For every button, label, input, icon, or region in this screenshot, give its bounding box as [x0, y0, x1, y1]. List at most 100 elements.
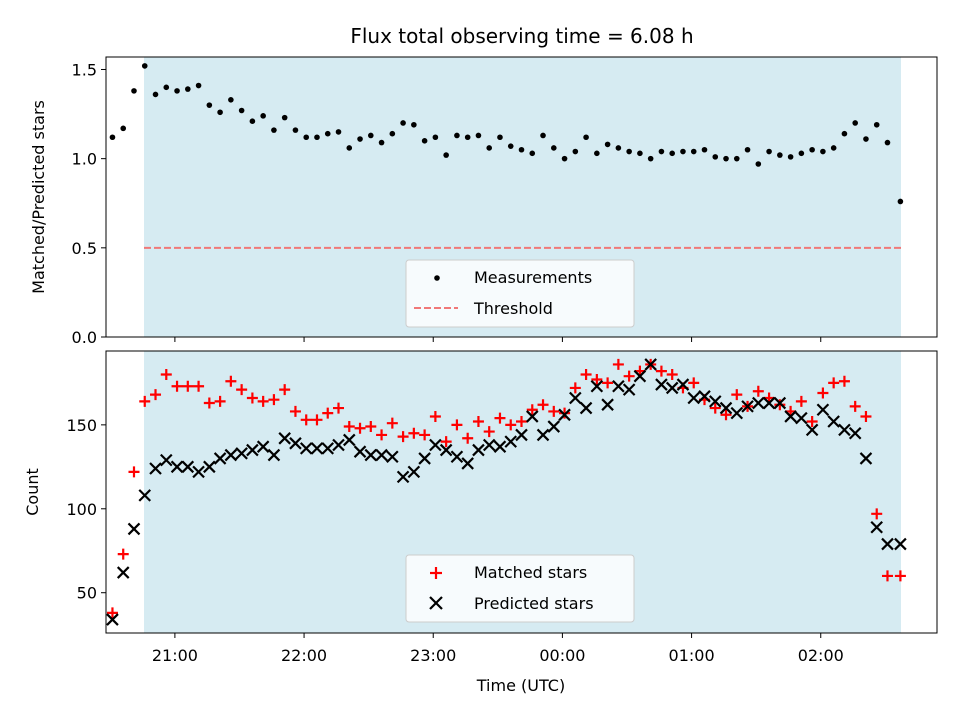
measurement-point — [195, 82, 202, 89]
measurement-point — [777, 152, 783, 158]
predicted-star-point — [224, 448, 238, 462]
predicted-star-point — [332, 438, 345, 452]
measurement-point — [798, 150, 805, 157]
measurement-point — [292, 127, 299, 133]
matched-star-point — [580, 369, 592, 380]
measurement-point — [637, 150, 643, 157]
matched-star-point — [289, 405, 301, 417]
matched-star-point — [860, 410, 872, 422]
measurement-point — [174, 88, 180, 94]
matched-star-point — [548, 405, 560, 417]
matched-star-point — [559, 407, 571, 419]
measurement-point — [518, 146, 525, 153]
predicted-star-point — [407, 465, 421, 479]
measurement-point — [615, 145, 622, 151]
matched-star-point — [688, 377, 700, 389]
predicted-star-point — [439, 443, 453, 457]
matched-star-point — [225, 375, 237, 387]
legend-predicted-label: Predicted stars — [474, 594, 594, 613]
matched-star-point — [472, 416, 484, 427]
predicted-star-point — [590, 379, 604, 393]
measurement-point — [454, 132, 460, 139]
matched-star-point — [537, 399, 549, 411]
predicted-star-point — [342, 433, 356, 447]
predicted-star-point — [170, 460, 184, 474]
top-ytick-label: 0.0 — [72, 328, 97, 347]
bottom-legend: Matched stars Predicted stars — [405, 554, 635, 623]
bottom-legend-box — [405, 554, 635, 623]
predicted-star-point — [805, 423, 819, 437]
measurement-point — [443, 152, 449, 158]
matched-star-point — [516, 416, 527, 427]
predicted-star-point — [256, 440, 270, 453]
matched-star-point — [612, 358, 624, 370]
matched-star-point — [117, 548, 129, 560]
predicted-star-point — [741, 400, 754, 413]
predicted-star-point — [558, 408, 571, 422]
matched-star-point — [817, 387, 829, 399]
predicted-star-point — [472, 443, 485, 457]
measurement-point — [368, 132, 374, 139]
measurement-point — [550, 145, 557, 151]
measurement-point — [583, 134, 589, 141]
matched-star-point — [386, 417, 398, 429]
predicted-star-point — [827, 415, 840, 428]
predicted-star-point — [894, 537, 907, 551]
predicted-star-point — [773, 396, 787, 410]
measurement-point — [658, 148, 665, 155]
measurement-point — [647, 155, 654, 162]
measurement-point — [206, 102, 213, 108]
matched-star-point — [246, 392, 258, 404]
predicted-star-point — [719, 401, 733, 415]
measurement-point — [830, 145, 837, 151]
predicted-star-point — [762, 396, 776, 410]
measurement-point — [432, 134, 439, 141]
measurement-point — [701, 146, 708, 153]
predicted-star-point — [515, 428, 528, 442]
matched-star-point — [709, 402, 721, 414]
measurement-point — [852, 120, 858, 126]
measurement-point — [400, 120, 406, 126]
measurement-point — [249, 118, 256, 125]
measurement-point — [723, 155, 729, 162]
matched-star-point — [419, 429, 431, 441]
measurement-point — [594, 150, 600, 157]
matched-star-point — [591, 374, 603, 386]
measurement-point — [346, 145, 353, 151]
measurement-point — [389, 130, 396, 137]
top-legend: Measurements Threshold — [405, 259, 635, 328]
measurement-point — [733, 155, 740, 162]
measurement-point — [464, 134, 471, 141]
matched-star-point — [160, 369, 172, 380]
predicted-star-point — [870, 520, 883, 534]
predicted-star-point — [450, 450, 464, 464]
measurement-point — [357, 136, 363, 142]
predicted-star-point — [848, 426, 862, 440]
measurement-point — [561, 155, 568, 162]
measurement-point — [486, 145, 493, 151]
measurement-point — [863, 136, 869, 142]
predicted-star-point — [784, 410, 797, 423]
measurement-point — [141, 63, 148, 69]
predicted-star-point — [235, 447, 248, 460]
matched-star-point — [838, 375, 850, 387]
bottom-xtick-label: 01:00 — [669, 646, 715, 665]
predicted-star-point — [181, 460, 195, 474]
measurement-point — [529, 150, 536, 157]
matched-star-point — [429, 410, 441, 422]
measurement-point — [873, 121, 880, 128]
measurement-point — [185, 86, 191, 92]
matched-star-point — [623, 370, 635, 382]
predicted-star-point — [116, 566, 130, 579]
predicted-star-point — [278, 432, 291, 445]
predicted-star-point — [482, 438, 496, 452]
bottom-ylabel: Count — [23, 468, 42, 516]
chart-title: Flux total observing time = 6.08 h — [350, 24, 693, 48]
legend-threshold-label: Threshold — [473, 299, 553, 318]
matched-star-point — [462, 432, 474, 444]
matched-star-point — [871, 508, 883, 520]
predicted-star-point — [246, 443, 259, 457]
measurement-point — [626, 148, 632, 155]
